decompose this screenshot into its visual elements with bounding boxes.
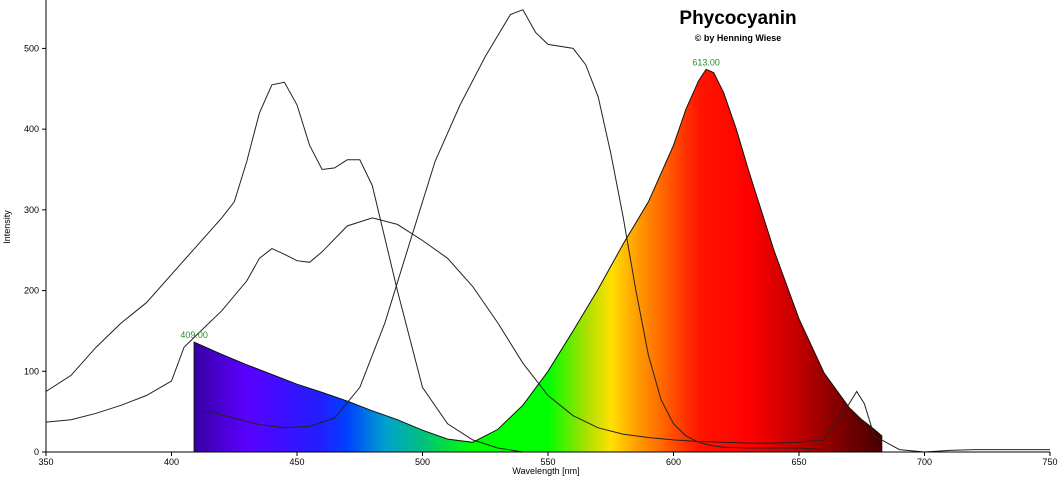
- x-tick-label-350: 350: [38, 457, 53, 467]
- y-tick-label-200: 200: [24, 286, 39, 296]
- x-tick-label-550: 550: [540, 457, 555, 467]
- y-tick-label-300: 300: [24, 205, 39, 215]
- x-tick-label-600: 600: [666, 457, 681, 467]
- x-tick-label-400: 400: [164, 457, 179, 467]
- y-tick-label-100: 100: [24, 366, 39, 376]
- axes-layer: 350 400 450 500 550 600 650 700 750 0 100 200 300 400…: [24, 0, 1058, 467]
- x-tick-label-750: 750: [1042, 457, 1057, 467]
- x-tick-label-700: 700: [917, 457, 932, 467]
- annotations-layer: 409.00 613.00: [180, 57, 720, 340]
- chart-subtitle: © by Henning Wiese: [695, 33, 782, 43]
- spectrum-area-0: [193, 68, 883, 453]
- y-tick-label-0: 0: [34, 447, 39, 457]
- chart-title: Phycocyanin: [679, 8, 796, 29]
- peak-label-1: 613.00: [692, 57, 720, 67]
- x-axis-title: Wavelength [nm]: [512, 466, 579, 476]
- peak-label-0: 409.00: [180, 330, 208, 340]
- y-tick-label-400: 400: [24, 124, 39, 134]
- series-line-1: [45, 81, 523, 453]
- x-tick-label-650: 650: [791, 457, 806, 467]
- series-line-2: [45, 217, 1050, 453]
- x-tick-label-450: 450: [289, 457, 304, 467]
- y-axis-title: Intensity: [2, 210, 12, 244]
- spectrum-fill-layer: [193, 68, 883, 453]
- series-line-3: [201, 9, 825, 451]
- series-lines-layer: [45, 9, 1050, 453]
- x-tick-label-500: 500: [415, 457, 430, 467]
- y-tick-label-500: 500: [24, 43, 39, 53]
